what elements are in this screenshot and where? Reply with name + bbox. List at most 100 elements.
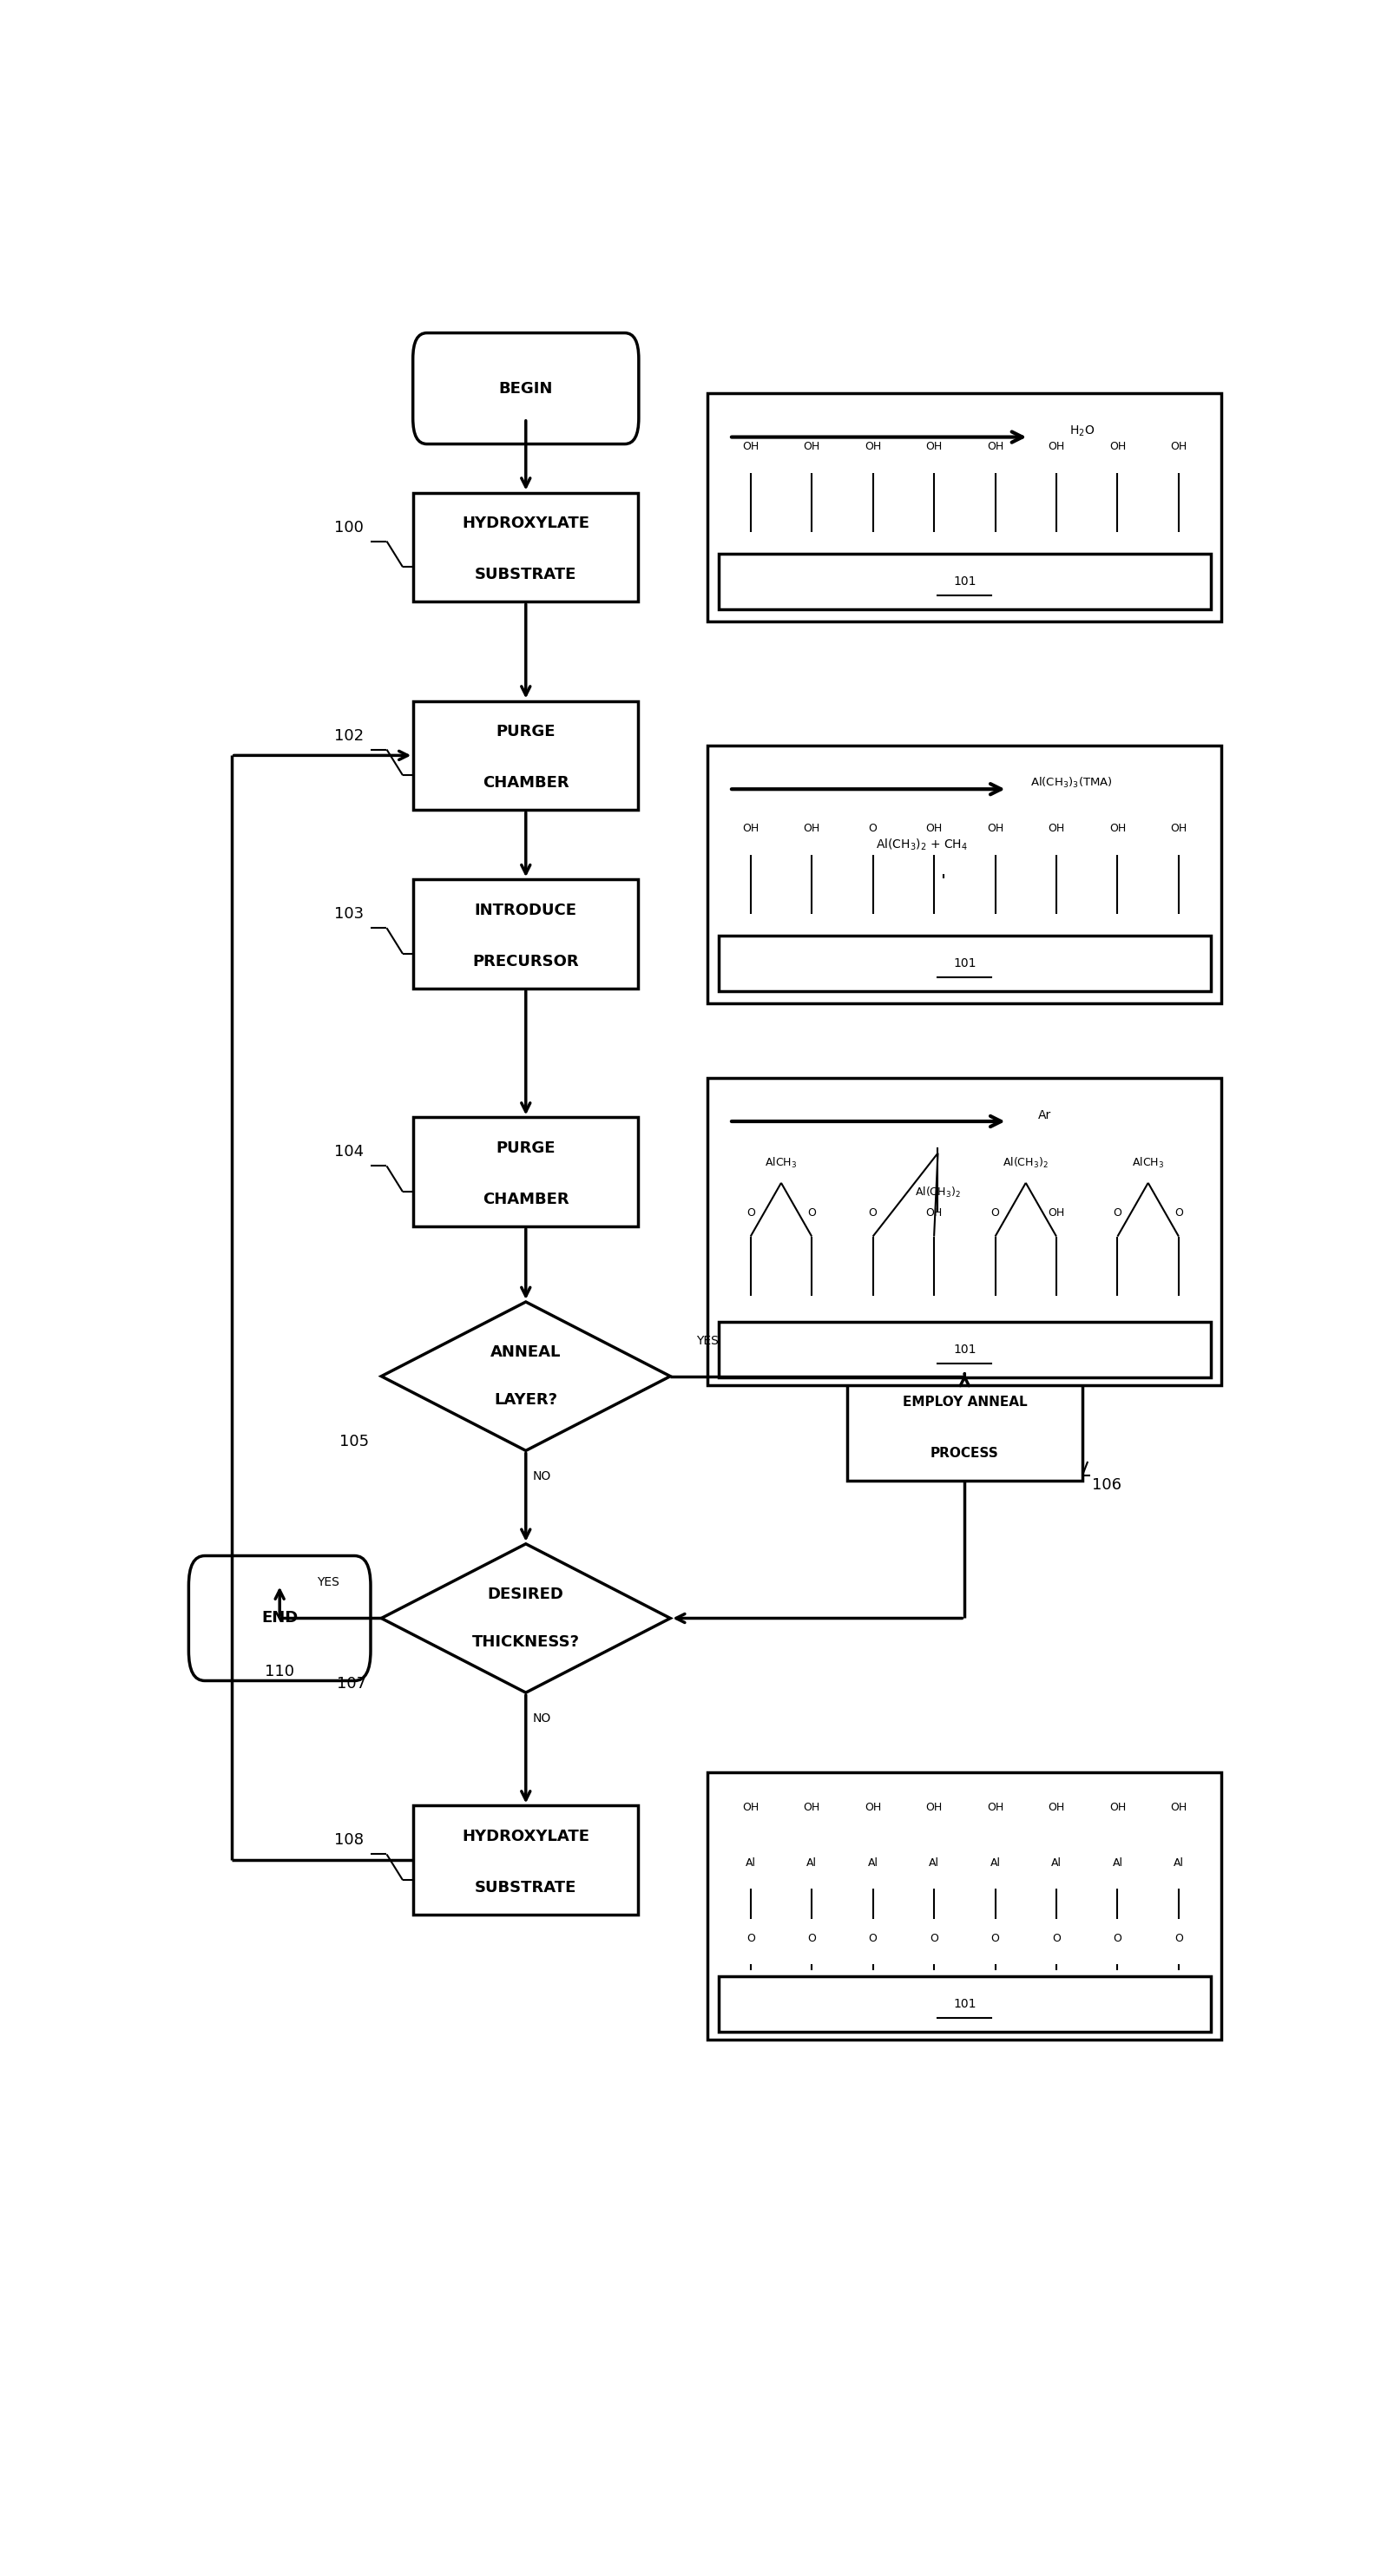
Text: O: O [1113, 1932, 1121, 1945]
Text: O: O [869, 824, 877, 835]
Text: CHAMBER: CHAMBER [482, 775, 569, 791]
Text: Al: Al [1051, 1857, 1062, 1868]
Bar [718, 554, 1211, 611]
Text: O: O [1174, 1208, 1184, 1218]
Text: 100: 100 [334, 520, 365, 536]
Text: OH: OH [1170, 440, 1188, 453]
Text: OH: OH [925, 1803, 942, 1814]
Text: OH: OH [1170, 1803, 1188, 1814]
Text: Al: Al [1112, 1857, 1123, 1868]
Bar [708, 744, 1222, 1002]
Text: 101: 101 [953, 1999, 976, 2009]
Text: 102: 102 [334, 729, 365, 744]
Text: O: O [808, 1932, 816, 1945]
Polygon shape [381, 1543, 670, 1692]
Text: 104: 104 [334, 1144, 365, 1159]
Text: Al(CH$_3$)$_3$(TMA): Al(CH$_3$)$_3$(TMA) [1030, 775, 1113, 791]
Text: 110: 110 [265, 1664, 294, 1680]
Bar [413, 1118, 638, 1226]
Text: O: O [992, 1932, 1000, 1945]
Text: Al: Al [929, 1857, 939, 1868]
Text: NO: NO [533, 1713, 551, 1723]
Text: 107: 107 [337, 1677, 366, 1692]
Text: Al: Al [867, 1857, 878, 1868]
Bar [413, 701, 638, 809]
Text: 101: 101 [953, 577, 976, 587]
Bar [718, 1976, 1211, 2032]
Text: OH: OH [1048, 824, 1065, 835]
Text: OH: OH [804, 1803, 820, 1814]
Text: OH: OH [804, 824, 820, 835]
Text: Al(CH$_3$)$_2$ + CH$_4$: Al(CH$_3$)$_2$ + CH$_4$ [876, 837, 968, 853]
Text: OH: OH [1109, 440, 1126, 453]
Text: O: O [746, 1208, 755, 1218]
Bar [708, 394, 1222, 621]
Text: OH: OH [1109, 1803, 1126, 1814]
Text: THICKNESS?: THICKNESS? [472, 1633, 580, 1649]
Text: 101: 101 [953, 958, 976, 969]
Text: 108: 108 [334, 1832, 365, 1847]
Text: END: END [261, 1610, 298, 1625]
Text: OH: OH [925, 1208, 942, 1218]
Text: O: O [746, 1932, 755, 1945]
Text: Ar: Ar [1039, 1110, 1051, 1121]
Bar [413, 492, 638, 603]
Text: Al: Al [746, 1857, 755, 1868]
Text: OH: OH [1109, 824, 1126, 835]
Text: 101: 101 [953, 1345, 976, 1355]
Text: 103: 103 [334, 907, 365, 922]
Bar [708, 1772, 1222, 2040]
Text: O: O [1174, 1932, 1184, 1945]
Text: OH: OH [1048, 1803, 1065, 1814]
Text: AlCH$_3$: AlCH$_3$ [765, 1157, 797, 1170]
Text: ANNEAL: ANNEAL [490, 1345, 561, 1360]
Text: OH: OH [925, 824, 942, 835]
Text: Al(CH$_3$)$_2$: Al(CH$_3$)$_2$ [916, 1185, 961, 1200]
Text: O: O [1052, 1932, 1061, 1945]
Text: Al: Al [990, 1857, 1000, 1868]
Text: OH: OH [742, 1803, 760, 1814]
Polygon shape [381, 1301, 670, 1450]
Text: INTRODUCE: INTRODUCE [475, 902, 577, 917]
Text: OH: OH [1170, 824, 1188, 835]
Text: NO: NO [533, 1471, 551, 1484]
Text: OH: OH [865, 440, 881, 453]
Bar [708, 1077, 1222, 1386]
Text: 106: 106 [1092, 1479, 1121, 1494]
Text: Al: Al [807, 1857, 818, 1868]
Bar [413, 1806, 638, 1914]
Text: YES: YES [316, 1577, 340, 1589]
Text: SUBSTRATE: SUBSTRATE [475, 1880, 577, 1896]
Text: O: O [869, 1932, 877, 1945]
Bar [413, 878, 638, 989]
Text: OH: OH [987, 824, 1004, 835]
Text: PRECURSOR: PRECURSOR [472, 953, 579, 969]
Text: PURGE: PURGE [496, 724, 555, 739]
Text: LAYER?: LAYER? [494, 1391, 558, 1409]
Bar [847, 1370, 1083, 1481]
Text: OH: OH [1048, 440, 1065, 453]
Text: O: O [808, 1208, 816, 1218]
FancyBboxPatch shape [413, 332, 639, 443]
Text: OH: OH [804, 440, 820, 453]
FancyBboxPatch shape [189, 1556, 370, 1680]
Text: EMPLOY ANNEAL: EMPLOY ANNEAL [902, 1396, 1027, 1409]
Text: YES: YES [696, 1334, 720, 1347]
Text: O: O [992, 1208, 1000, 1218]
Text: OH: OH [742, 824, 760, 835]
Text: OH: OH [987, 1803, 1004, 1814]
Text: 105: 105 [340, 1435, 369, 1450]
Text: OH: OH [925, 440, 942, 453]
Text: O: O [869, 1208, 877, 1218]
Text: O: O [929, 1932, 938, 1945]
Text: DESIRED: DESIRED [487, 1587, 563, 1602]
Text: PURGE: PURGE [496, 1141, 555, 1157]
Text: PROCESS: PROCESS [931, 1448, 998, 1461]
Text: CHAMBER: CHAMBER [482, 1193, 569, 1208]
Text: HYDROXYLATE: HYDROXYLATE [463, 515, 590, 531]
Text: OH: OH [865, 1803, 881, 1814]
Text: O: O [1113, 1208, 1121, 1218]
Text: AlCH$_3$: AlCH$_3$ [1132, 1157, 1164, 1170]
Text: OH: OH [1048, 1208, 1065, 1218]
Text: OH: OH [742, 440, 760, 453]
